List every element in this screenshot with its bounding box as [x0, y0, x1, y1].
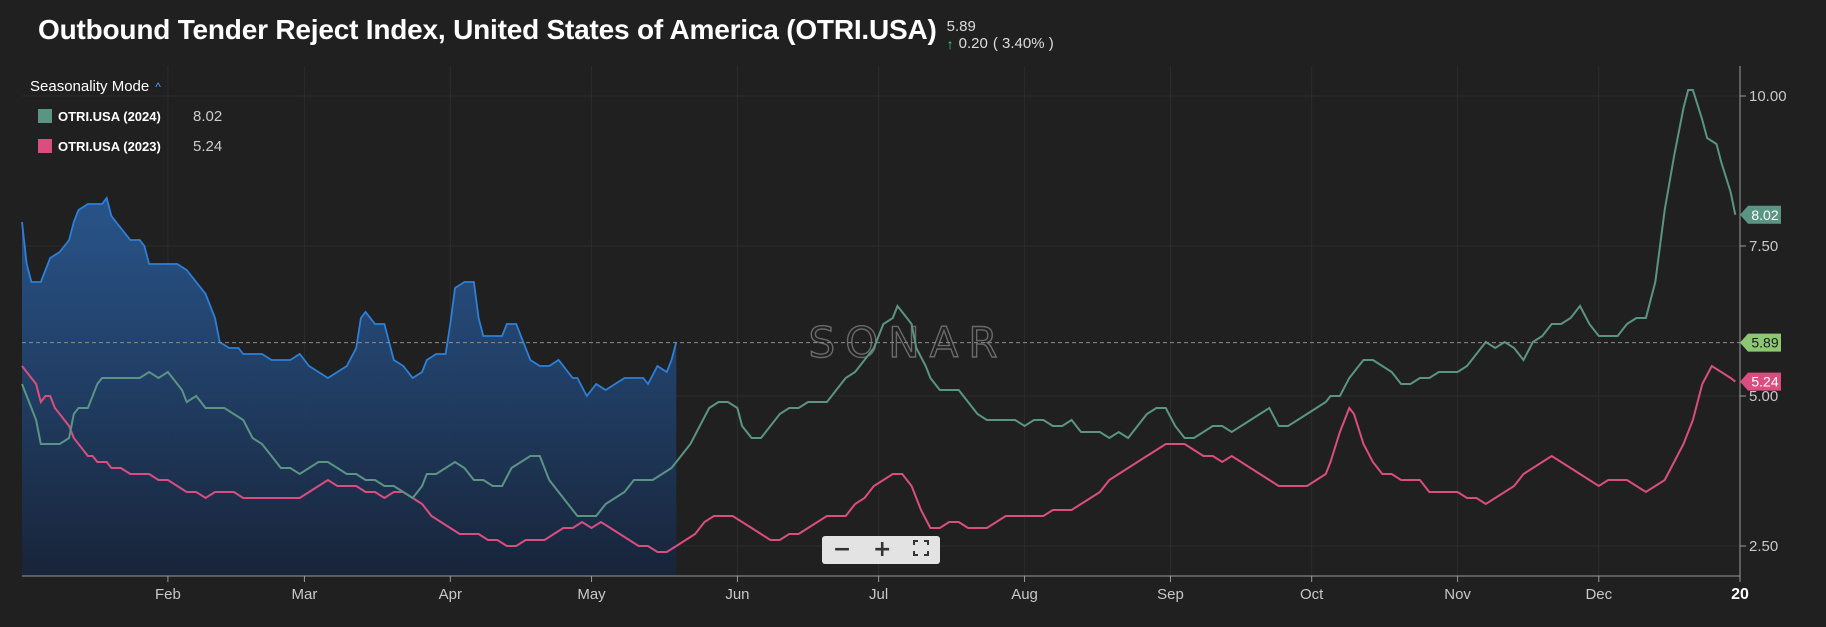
x-tick-label: Aug	[1011, 586, 1038, 603]
value-badge-label: 5.24	[1751, 374, 1778, 390]
x-tick-label: Oct	[1300, 586, 1324, 603]
arrow-up-icon: ↑	[946, 35, 954, 52]
x-tick-label: Nov	[1444, 586, 1471, 603]
value-badge-shape	[1740, 333, 1781, 352]
x-tick-label: 20	[1731, 586, 1749, 603]
legend-item-2023[interactable]: OTRI.USA (2023) 5.24	[30, 137, 222, 155]
value-badges: 8.02 5.89 5.24	[1740, 205, 1781, 391]
seasonality-mode-label: Seasonality Mode	[30, 78, 150, 95]
x-tick-label: Sep	[1157, 586, 1184, 603]
value-badge: 8.02	[1740, 205, 1781, 224]
x-tick-label: Mar	[291, 586, 317, 603]
value-badge-label: 8.02	[1751, 207, 1778, 223]
chart-header: Outbound Tender Reject Index, United Sta…	[38, 14, 1054, 53]
value-badge-shape	[1740, 372, 1781, 391]
chevron-up-icon: ^	[155, 79, 161, 94]
x-tick-label: Apr	[439, 586, 462, 603]
value-badge: 5.89	[1740, 333, 1781, 352]
zoom-controls: − +	[822, 536, 940, 564]
last-value: 5.89	[946, 18, 976, 35]
x-tick-label: Jun	[725, 586, 749, 603]
x-tick-label: Feb	[155, 586, 181, 603]
change-value: 0.20	[958, 35, 988, 53]
zoom-in-button[interactable]: +	[872, 537, 892, 562]
series-area-2025	[22, 198, 677, 576]
legend-swatch-2024	[38, 109, 52, 123]
legend-value-2024: 8.02	[193, 107, 223, 125]
x-tick-label: Dec	[1585, 586, 1612, 603]
legend: Seasonality Mode ^ OTRI.USA (2024) 8.02 …	[30, 78, 222, 155]
legend-item-2024[interactable]: OTRI.USA (2024) 8.02	[30, 107, 222, 125]
legend-name-2023: OTRI.USA (2023)	[58, 138, 161, 154]
fullscreen-button[interactable]	[913, 536, 930, 564]
series-layer	[21, 89, 1737, 576]
fullscreen-icon	[913, 540, 930, 556]
x-tick-label: Jul	[869, 586, 888, 603]
x-axis-ticks: Feb Mar Apr May Jun Jul Aug Sep Oct Nov Dec 20	[155, 576, 1749, 603]
value-badge: 5.24	[1740, 372, 1781, 391]
legend-name-2024: OTRI.USA (2024)	[58, 108, 161, 124]
y-tick-label: 10.00	[1749, 88, 1787, 105]
quote-block: 5.89 ↑ 0.20 ( 3.40% )	[947, 18, 1054, 53]
legend-value-2023: 5.24	[193, 137, 223, 155]
y-tick-label: 2.50	[1749, 538, 1778, 555]
chart-title: Outbound Tender Reject Index, United Sta…	[38, 14, 937, 45]
y-axis-ticks: 2.50 5.00 7.50 10.00	[1740, 88, 1787, 555]
legend-swatch-2023	[38, 139, 52, 153]
seasonality-mode-toggle[interactable]: Seasonality Mode ^	[30, 78, 222, 95]
sonar-watermark: SONAR	[808, 318, 1007, 367]
change-row: ↑ 0.20 ( 3.40% )	[947, 35, 1054, 52]
series-line-2025	[21, 196, 678, 398]
grid	[22, 66, 1741, 576]
series-line-2023	[21, 364, 1736, 553]
zoom-out-button[interactable]: −	[832, 537, 852, 562]
series-line-2024	[21, 89, 1737, 517]
value-badge-shape	[1740, 205, 1781, 224]
value-badge-label: 5.89	[1751, 335, 1778, 351]
y-tick-label: 5.00	[1749, 388, 1778, 405]
change-percent: ( 3.40% )	[992, 35, 1054, 53]
y-tick-label: 7.50	[1749, 238, 1778, 255]
x-tick-label: May	[577, 586, 606, 603]
